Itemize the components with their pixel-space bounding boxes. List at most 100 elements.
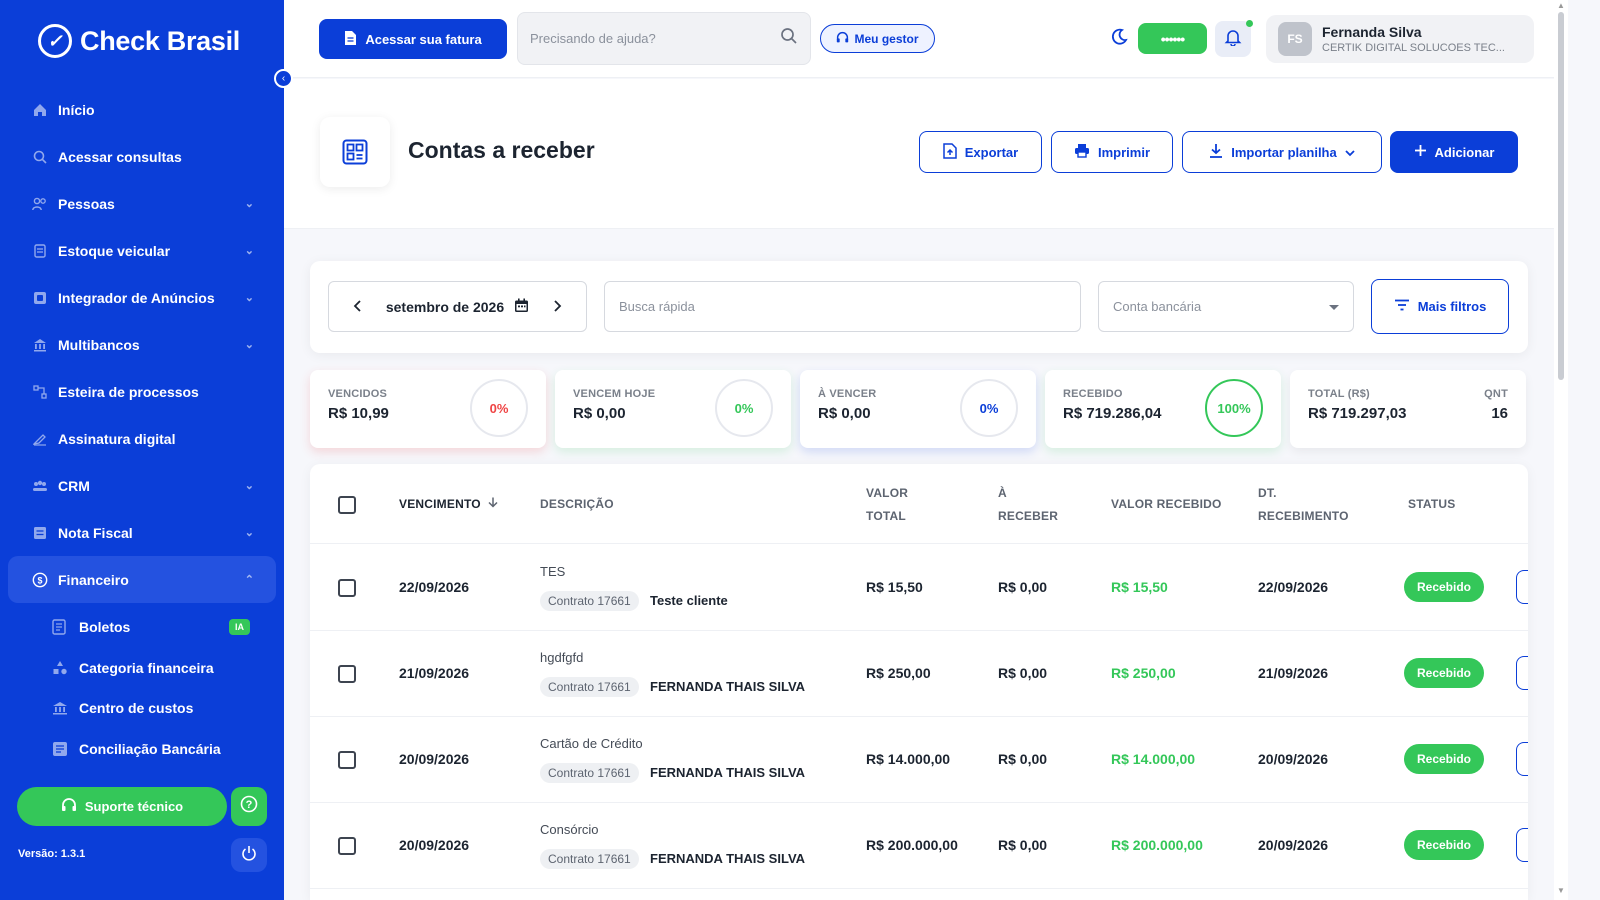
kpi-value: R$ 719.297,03 (1308, 405, 1407, 422)
table-row[interactable]: 21/09/2026 hgdfgfd Contrato 17661 FERNAN… (310, 631, 1528, 717)
sidebar-item-nota-fiscal[interactable]: Nota Fiscal ⌄ (8, 509, 276, 556)
filters-bar: setembro de 2026 Conta bancária Mais fil… (310, 261, 1528, 353)
dark-mode-toggle[interactable] (1110, 28, 1128, 51)
cell-descricao: hgdfgfd (540, 650, 584, 665)
kpi-card-total[interactable]: TOTAL (R$) R$ 719.297,03 QNT 16 (1290, 370, 1526, 448)
hidden-password-pill[interactable]: •••••• (1138, 23, 1207, 54)
bank-icon (32, 337, 48, 353)
kpi-value: R$ 0,00 (818, 405, 871, 422)
contract-tag[interactable]: Contrato 17661 (540, 763, 639, 783)
chevron-right-icon[interactable] (554, 299, 562, 315)
column-status[interactable]: STATUS (1408, 497, 1456, 511)
home-icon (32, 102, 48, 118)
row-checkbox[interactable] (338, 751, 356, 769)
column-label: RECEBIMENTO (1258, 509, 1349, 523)
app-version: Versão: 1.3.1 (18, 848, 86, 860)
sidebar-subitem-conciliacao[interactable]: Conciliação Bancária (8, 729, 276, 770)
export-button[interactable]: Exportar (919, 131, 1042, 173)
user-profile-card[interactable]: FS Fernanda Silva CERTIK DIGITAL SOLUCOE… (1266, 15, 1534, 63)
row-checkbox[interactable] (338, 579, 356, 597)
topbar: Acessar sua fatura Meu gestor •••••• FS … (284, 0, 1554, 78)
contract-tag[interactable]: Contrato 17661 (540, 677, 639, 697)
row-action-button[interactable] (1516, 828, 1528, 862)
row-checkbox[interactable] (338, 837, 356, 855)
my-manager-label: Meu gestor (854, 31, 919, 46)
month-picker[interactable]: setembro de 2026 (386, 298, 529, 316)
sidebar-item-multibancos[interactable]: Multibancos ⌄ (8, 321, 276, 368)
sidebar-item-integrador[interactable]: Integrador de Anúncios ⌄ (8, 274, 276, 321)
select-all-checkbox[interactable] (338, 496, 356, 514)
people-icon (32, 196, 48, 212)
sidebar-item-estoque[interactable]: Estoque veicular ⌄ (8, 227, 276, 274)
row-action-button[interactable] (1516, 570, 1528, 604)
my-manager-button[interactable]: Meu gestor (820, 24, 935, 53)
cell-descricao: TES (540, 564, 566, 579)
scroll-down-icon[interactable]: ▼ (1557, 886, 1565, 895)
logout-button[interactable] (231, 838, 267, 872)
access-invoice-label: Acessar sua fatura (365, 31, 482, 47)
page-scrollbar[interactable]: ▲ ▼ (1554, 0, 1568, 900)
column-a-receber[interactable]: À RECEBER (998, 482, 1058, 528)
column-vencimento[interactable]: VENCIMENTO (399, 493, 498, 516)
logo-mark-icon: ✓ (38, 24, 72, 58)
help-search-input[interactable] (530, 31, 780, 46)
scroll-thumb[interactable] (1558, 12, 1564, 380)
kpi-card-upcoming[interactable]: À VENCER R$ 0,00 0% (800, 370, 1036, 448)
column-dt-recebimento[interactable]: DT. RECEBIMENTO (1258, 482, 1349, 528)
sidebar-item-crm[interactable]: CRM ⌄ (8, 462, 276, 509)
cell-valor-recebido: R$ 14.000,00 (1111, 751, 1196, 767)
notifications-button[interactable] (1215, 20, 1253, 57)
table-row[interactable]: 20/09/2026 Cartão de Crédito Contrato 17… (310, 717, 1528, 803)
page-header: Contas a receber Exportar Imprimir Impor… (284, 79, 1554, 229)
cell-a-receber: R$ 0,00 (998, 579, 1048, 595)
sidebar-item-financeiro[interactable]: $ Financeiro ⌃ (8, 556, 276, 603)
sidebar-subitem-boletos[interactable]: Boletos IA (8, 607, 276, 648)
kpi-card-received[interactable]: RECEBIDO R$ 719.286,04 100% (1045, 370, 1281, 448)
row-action-button[interactable] (1516, 656, 1528, 690)
contract-tag[interactable]: Contrato 17661 (540, 849, 639, 869)
user-info: Fernanda Silva CERTIK DIGITAL SOLUCOES T… (1322, 24, 1505, 54)
cell-descricao: Cartão de Crédito (540, 736, 643, 751)
sidebar-subitem-centro-custos[interactable]: Centro de custos (8, 688, 276, 729)
sidebar: ✓ Check Brasil ‹ Início Acessar consulta… (0, 0, 293, 900)
sidebar-item-inicio[interactable]: Início (8, 86, 276, 133)
support-button[interactable]: Suporte técnico (17, 787, 227, 826)
kpi-qnt-value: 16 (1491, 405, 1508, 422)
sidebar-subitem-categoria[interactable]: Categoria financeira (8, 648, 276, 689)
financeiro-subnav: Boletos IA Categoria financeira Centro d… (8, 607, 276, 769)
print-button[interactable]: Imprimir (1051, 131, 1173, 173)
contract-tag[interactable]: Contrato 17661 (540, 591, 639, 611)
more-filters-button[interactable]: Mais filtros (1371, 279, 1509, 334)
bank-account-select[interactable]: Conta bancária (1098, 281, 1354, 332)
month-navigator: setembro de 2026 (328, 281, 587, 332)
kpi-card-overdue[interactable]: VENCIDOS R$ 10,99 0% (310, 370, 546, 448)
column-valor-recebido[interactable]: VALOR RECEBIDO (1111, 497, 1222, 511)
table-row[interactable]: 22/09/2026 TES Contrato 17661 Teste clie… (310, 545, 1528, 631)
import-spreadsheet-button[interactable]: Importar planilha (1182, 131, 1382, 173)
access-invoice-button[interactable]: Acessar sua fatura (319, 19, 507, 59)
sidebar-item-consultas[interactable]: Acessar consultas (8, 133, 276, 180)
notification-dot (1246, 20, 1253, 27)
cell-valor-total: R$ 200.000,00 (866, 837, 958, 853)
collapse-sidebar-button[interactable]: ‹ (274, 69, 293, 88)
search-icon[interactable] (780, 27, 798, 50)
help-button[interactable]: ? (231, 787, 267, 826)
add-button[interactable]: Adicionar (1390, 131, 1518, 173)
quick-search-input[interactable] (604, 281, 1081, 332)
column-descricao[interactable]: DESCRIÇÃO (540, 497, 614, 511)
row-checkbox[interactable] (338, 665, 356, 683)
scroll-up-icon[interactable]: ▲ (1557, 1, 1565, 10)
category-icon (52, 660, 68, 676)
row-action-button[interactable] (1516, 742, 1528, 776)
kpi-value: R$ 10,99 (328, 405, 389, 422)
sidebar-item-esteira[interactable]: Esteira de processos (8, 368, 276, 415)
sidebar-item-assinatura[interactable]: Assinatura digital (8, 415, 276, 462)
brand-logo[interactable]: ✓ Check Brasil (38, 24, 240, 58)
column-valor-total[interactable]: VALOR TOTAL (866, 482, 908, 528)
chevron-left-icon[interactable] (353, 299, 361, 315)
kpi-qnt-label: QNT (1484, 388, 1508, 400)
column-label: TOTAL (866, 509, 906, 523)
table-row[interactable]: 20/09/2026 Consórcio Contrato 17661 FERN… (310, 803, 1528, 889)
kpi-card-due-today[interactable]: VENCEM HOJE R$ 0,00 0% (555, 370, 791, 448)
sidebar-item-pessoas[interactable]: Pessoas ⌄ (8, 180, 276, 227)
